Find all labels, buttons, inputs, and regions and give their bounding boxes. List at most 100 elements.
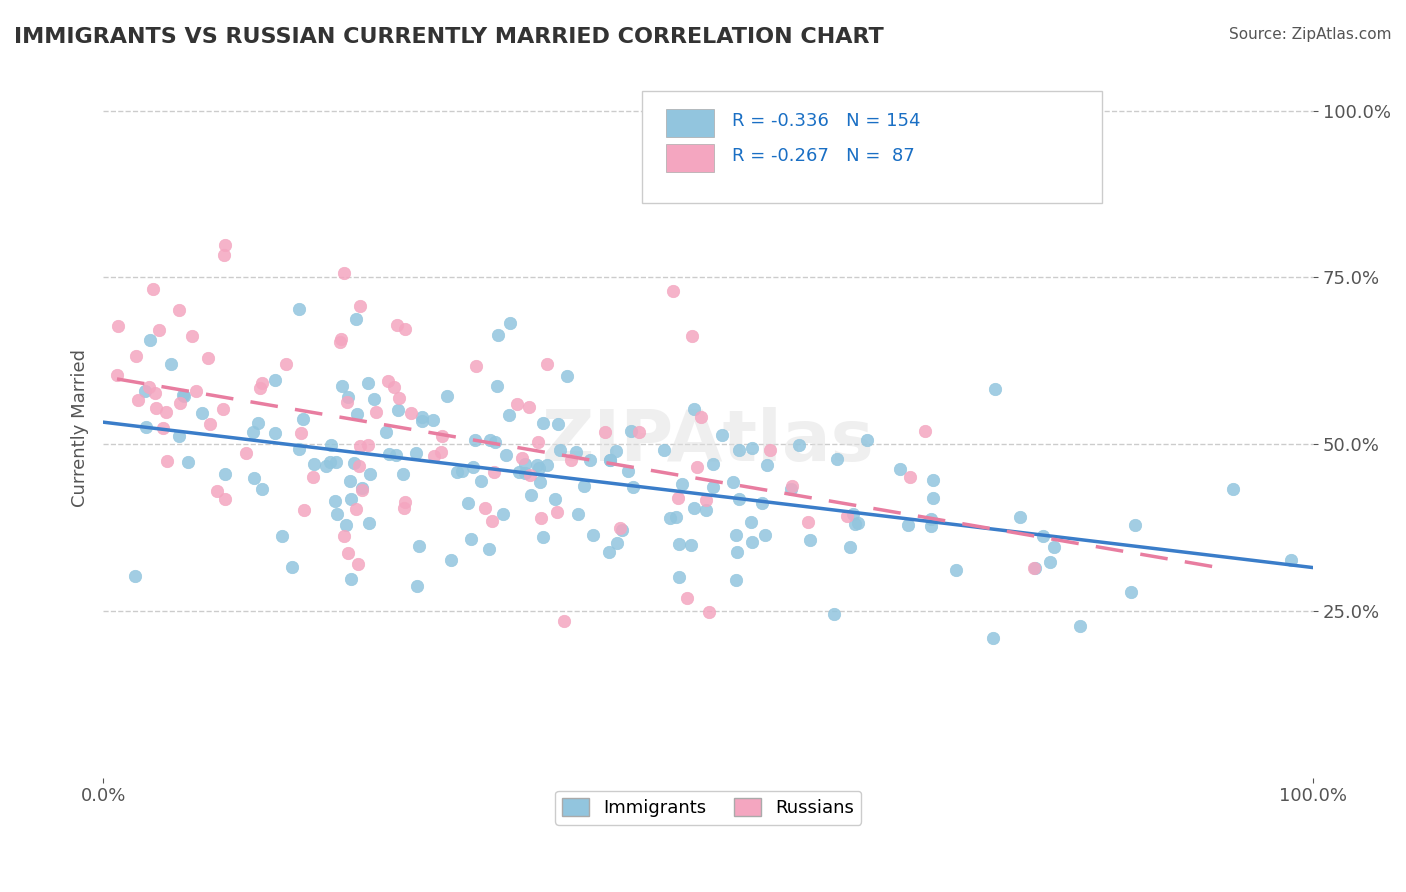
Point: [125, 349, 148, 363]
Point: [628, 425, 651, 439]
Point: [377, 374, 399, 388]
Point: [107, 318, 129, 333]
Point: [411, 410, 433, 425]
Point: [780, 479, 803, 493]
Point: [325, 455, 347, 469]
Point: [349, 299, 371, 313]
Point: [464, 433, 486, 447]
Point: [134, 384, 156, 398]
Point: [515, 466, 537, 480]
Point: [1024, 560, 1046, 574]
Point: [751, 496, 773, 510]
Point: [846, 516, 869, 530]
FancyBboxPatch shape: [641, 92, 1101, 203]
Text: ZIPAtlas: ZIPAtlas: [541, 407, 875, 476]
Point: [484, 434, 506, 449]
Point: [343, 456, 366, 470]
Point: [173, 389, 195, 403]
Point: [167, 429, 190, 443]
Point: [318, 455, 340, 469]
Point: [697, 605, 720, 619]
Point: [681, 329, 703, 343]
Point: [780, 483, 803, 497]
Point: [543, 492, 565, 507]
Point: [197, 351, 219, 366]
Point: [825, 452, 848, 467]
Point: [725, 528, 748, 542]
Point: [382, 380, 405, 394]
Point: [835, 508, 858, 523]
Point: [152, 421, 174, 435]
Point: [668, 569, 690, 583]
Point: [292, 503, 315, 517]
Point: [385, 448, 408, 462]
Point: [560, 453, 582, 467]
Point: [679, 538, 702, 552]
Point: [143, 385, 166, 400]
Point: [520, 487, 543, 501]
Point: [1069, 619, 1091, 633]
Point: [484, 465, 506, 479]
Point: [1119, 584, 1142, 599]
Point: [536, 458, 558, 473]
Point: [329, 335, 352, 350]
Point: [984, 383, 1007, 397]
Point: [515, 457, 537, 471]
Point: [333, 266, 356, 280]
Point: [141, 282, 163, 296]
Point: [347, 558, 370, 572]
Point: [582, 527, 605, 541]
Point: [682, 500, 704, 515]
Point: [127, 392, 149, 407]
Point: [302, 458, 325, 472]
Point: [330, 379, 353, 393]
Point: [319, 438, 342, 452]
Point: [145, 401, 167, 416]
Point: [533, 416, 555, 430]
Point: [486, 327, 509, 342]
Point: [898, 470, 921, 484]
Point: [517, 401, 540, 415]
Point: [340, 572, 363, 586]
Point: [214, 247, 236, 261]
Point: [526, 458, 548, 472]
Point: [499, 316, 522, 330]
Point: [214, 237, 236, 252]
Point: [1222, 482, 1244, 496]
Point: [492, 507, 515, 521]
Point: [465, 359, 488, 373]
Point: [724, 573, 747, 587]
Point: [329, 332, 352, 346]
Point: [290, 426, 312, 441]
Point: [536, 357, 558, 371]
Point: [446, 465, 468, 479]
Point: [690, 409, 713, 424]
Point: [336, 391, 359, 405]
Point: [920, 519, 942, 533]
Point: [797, 515, 820, 529]
Point: [856, 433, 879, 447]
Point: [436, 388, 458, 402]
Point: [671, 476, 693, 491]
Point: [281, 560, 304, 574]
Point: [741, 534, 763, 549]
Point: [177, 455, 200, 469]
Point: [921, 491, 943, 505]
Point: [799, 533, 821, 547]
Point: [506, 397, 529, 411]
Point: [332, 529, 354, 543]
Point: [495, 449, 517, 463]
Point: [399, 406, 422, 420]
Point: [741, 441, 763, 455]
Point: [548, 443, 571, 458]
Point: [1008, 509, 1031, 524]
Point: [658, 511, 681, 525]
Point: [156, 454, 179, 468]
Point: [652, 443, 675, 458]
Point: [609, 521, 631, 535]
Point: [392, 501, 415, 516]
Point: [271, 528, 294, 542]
Point: [478, 542, 501, 557]
Point: [530, 511, 553, 525]
Text: IMMIGRANTS VS RUSSIAN CURRENTLY MARRIED CORRELATION CHART: IMMIGRANTS VS RUSSIAN CURRENTLY MARRIED …: [14, 27, 884, 46]
